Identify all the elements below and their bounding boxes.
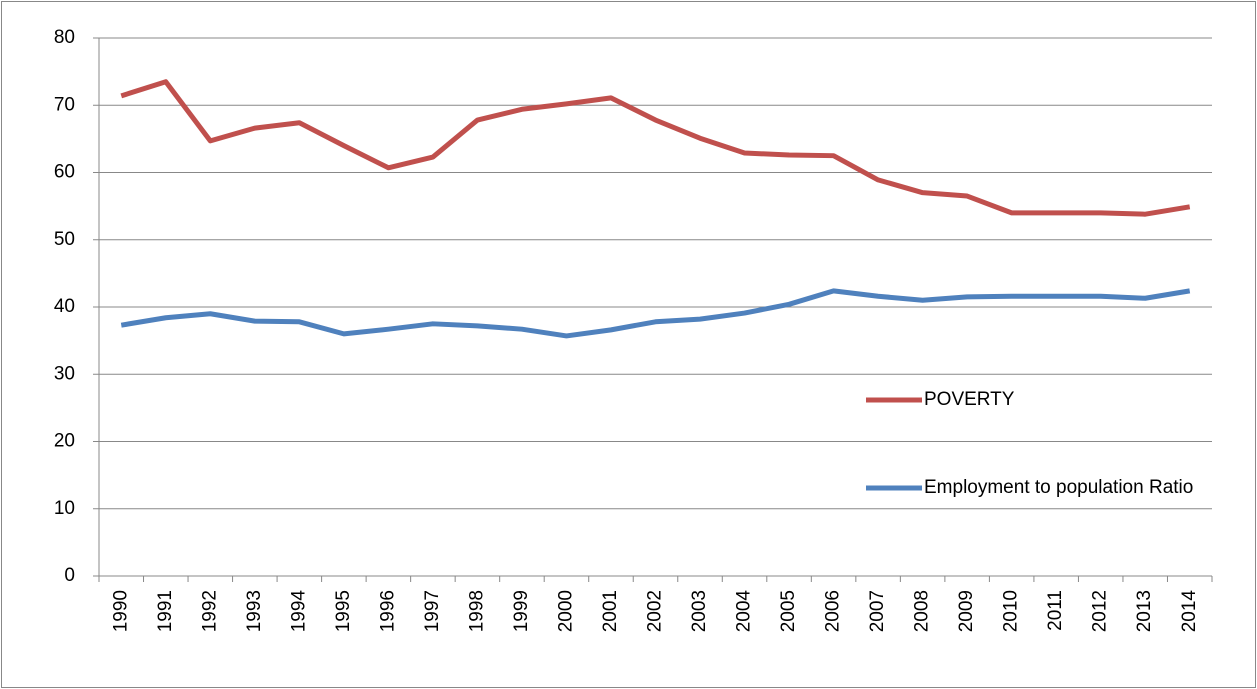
y-tick-label: 0 (64, 565, 75, 586)
x-tick-label: 1996 (377, 590, 398, 632)
y-tick-label: 40 (54, 296, 75, 317)
y-tick-label: 10 (54, 498, 75, 519)
x-tick-label: 2007 (867, 590, 888, 632)
y-tick-label: 50 (54, 229, 75, 250)
x-tick-label: 1998 (466, 590, 487, 632)
x-tick-label: 2001 (600, 590, 621, 632)
x-tick-label: 2009 (956, 590, 977, 632)
x-tick-label: 1994 (288, 590, 309, 633)
x-tick-label: 2008 (912, 590, 933, 632)
y-tick-label: 20 (54, 431, 75, 452)
x-tick-label: 2013 (1134, 590, 1155, 632)
x-tick-label: 1997 (422, 590, 443, 632)
y-tick-label: 30 (54, 363, 75, 384)
y-tick-label: 70 (54, 94, 75, 115)
x-tick-label: 2014 (1179, 590, 1200, 633)
legend-label: Employment to population Ratio (924, 477, 1194, 498)
x-tick-label: 2005 (778, 590, 799, 632)
x-tick-label: 1995 (333, 590, 354, 632)
x-tick-label: 2002 (645, 590, 666, 632)
x-tick-label: 2003 (689, 590, 710, 632)
x-tick-label: 2010 (1001, 590, 1022, 632)
x-tick-label: 2011 (1045, 590, 1066, 631)
y-tick-label: 80 (54, 27, 75, 48)
x-tick-label: 1991 (155, 590, 176, 632)
x-tick-label: 1990 (110, 590, 131, 632)
x-tick-label: 2000 (555, 590, 576, 632)
series-line (120, 79, 1191, 217)
x-tick-label: 1993 (244, 590, 265, 632)
x-tick-label: 2012 (1090, 590, 1111, 632)
x-tick-label: 2006 (823, 590, 844, 632)
y-tick-label: 60 (54, 162, 75, 183)
x-tick-label: 1992 (199, 590, 220, 632)
x-tick-label: 2004 (734, 590, 755, 633)
legend-label: POVERTY (924, 389, 1015, 410)
x-tick-label: 1999 (511, 590, 532, 632)
series-line (120, 288, 1191, 339)
